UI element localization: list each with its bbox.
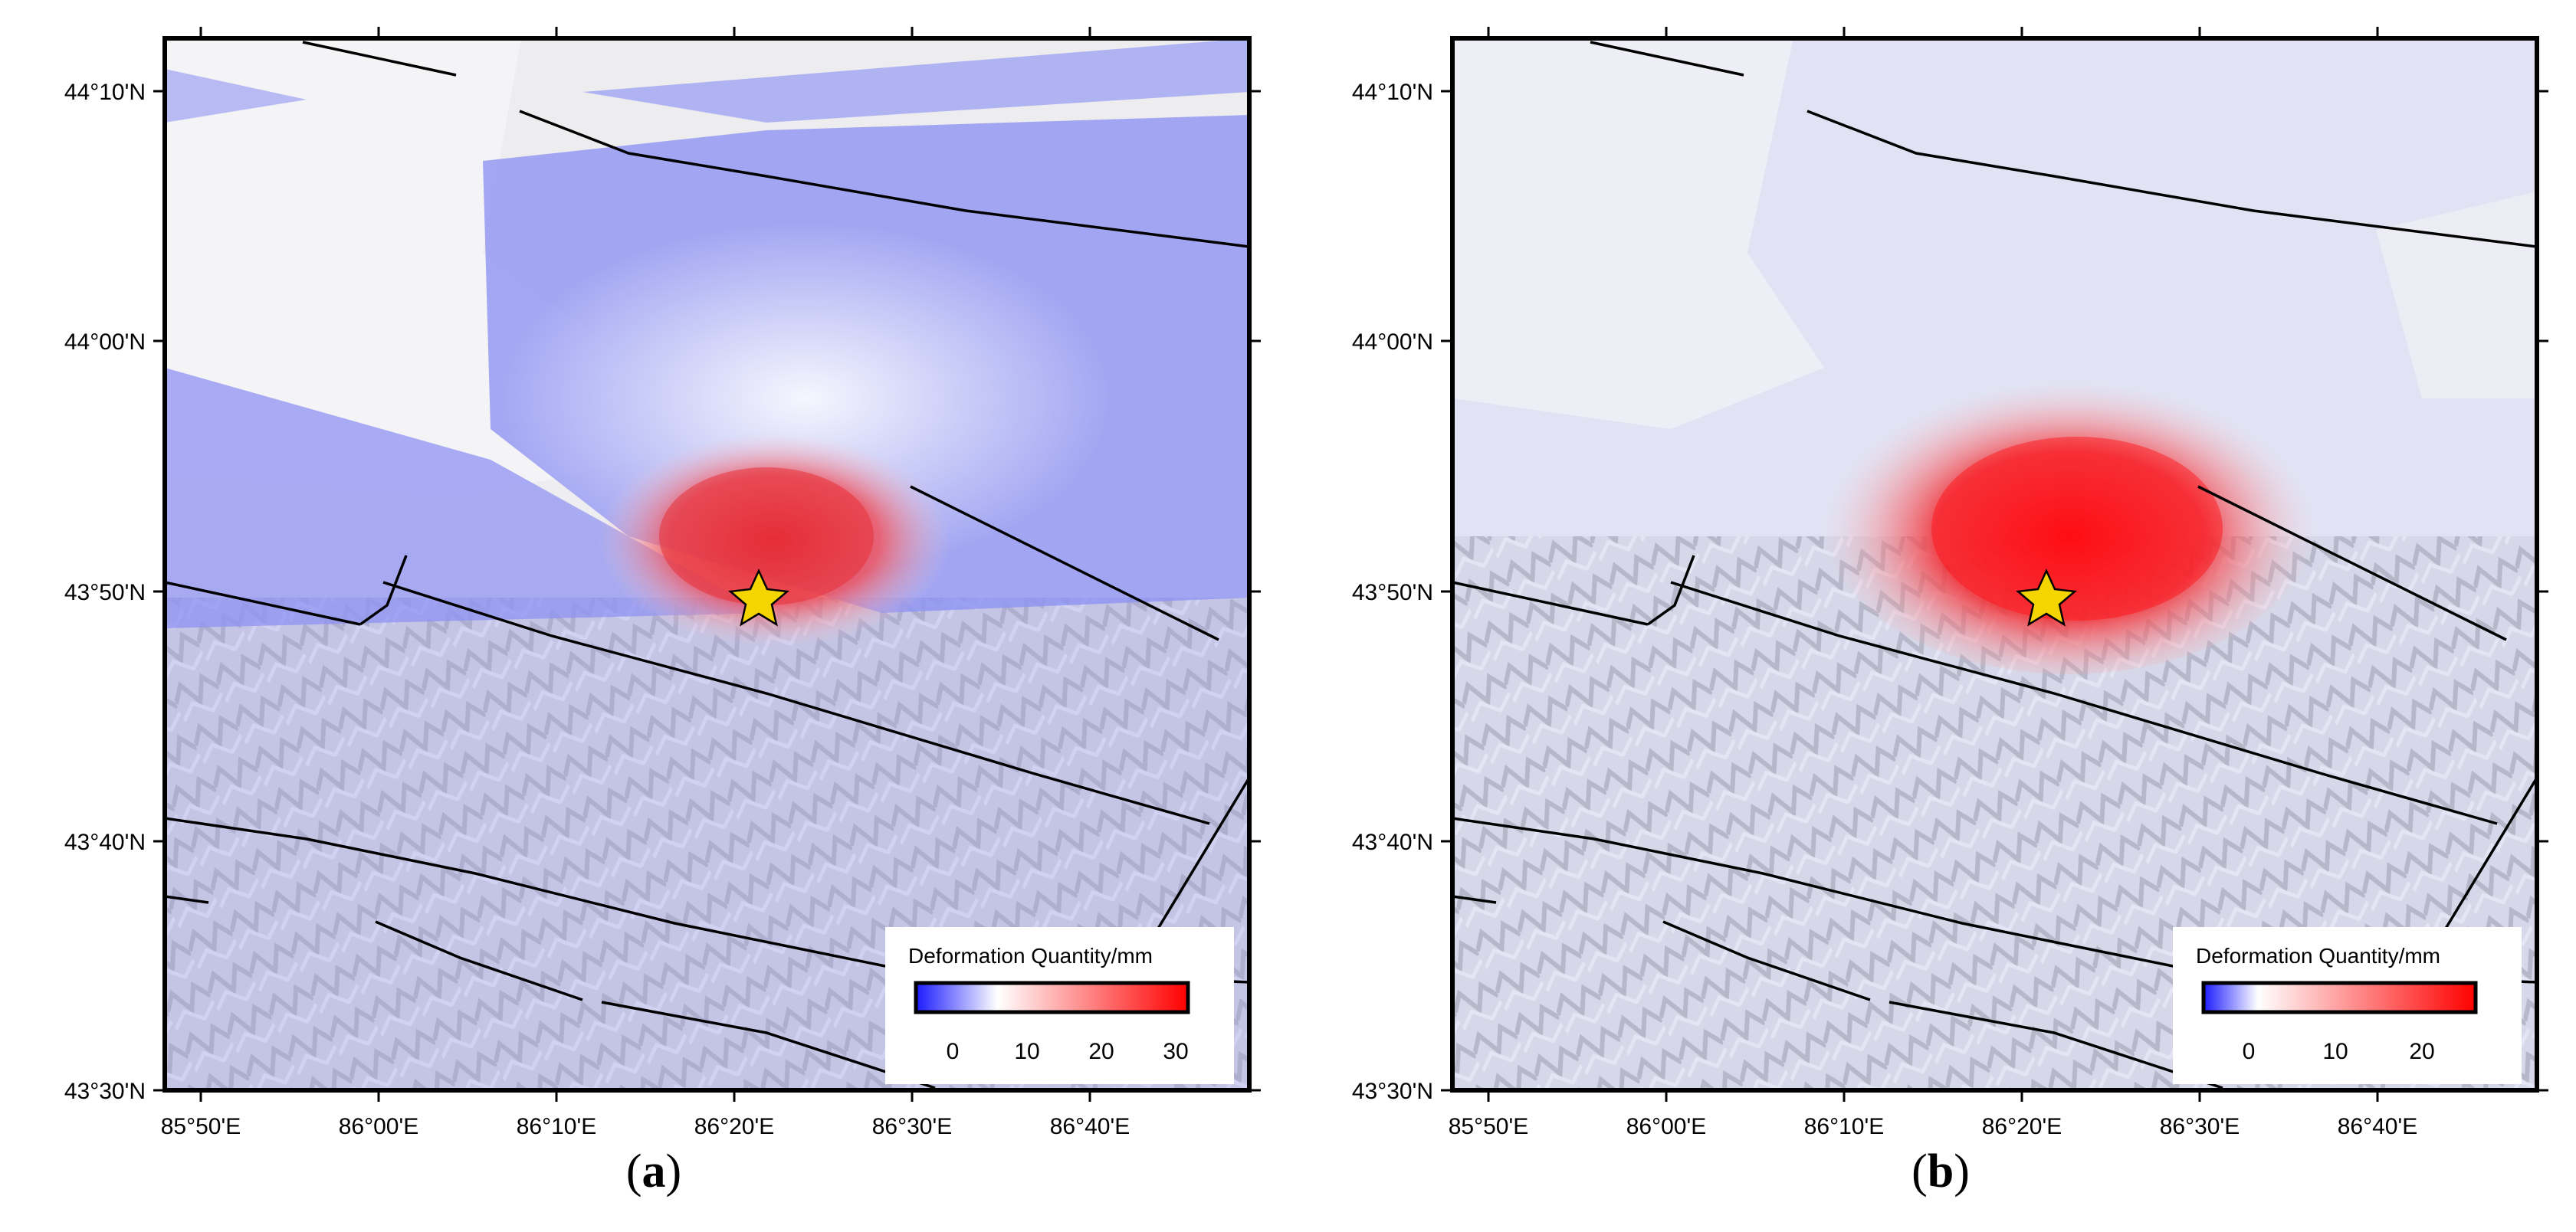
legend-a: Deformation Quantity/mm 0 10 20 30 (885, 927, 1234, 1084)
map-area-b (1452, 38, 2537, 1090)
colorbar-tick: 0 (2243, 1039, 2256, 1064)
legend-b: Deformation Quantity/mm 0 10 20 (2173, 927, 2522, 1084)
lat-label: 43°30'N (1352, 1079, 1433, 1104)
map-area-a (165, 38, 1249, 1090)
lon-label: 85°50'E (161, 1114, 241, 1139)
legend-title: Deformation Quantity/mm (2196, 944, 2440, 968)
lat-label: 44°10'N (64, 80, 146, 105)
lat-labels-b: 44°10'N 44°00'N 43°50'N 43°40'N 43°30'N (1352, 80, 1433, 1104)
colorbar-tick: 10 (2322, 1039, 2348, 1064)
panel-letter: b (1927, 1145, 1954, 1198)
colorbar-a (914, 981, 1190, 1014)
legend-title: Deformation Quantity/mm (908, 944, 1153, 968)
lon-label: 85°50'E (1449, 1114, 1528, 1139)
lat-label: 44°00'N (64, 329, 146, 355)
fault-lines-a (165, 41, 1249, 1089)
colorbar-tick: 0 (947, 1039, 960, 1064)
panel-caption-b: (b) (1911, 1145, 1970, 1198)
axis-ticks-a (153, 27, 1261, 1102)
lon-label: 86°20'E (1982, 1114, 2062, 1139)
lon-label: 86°10'E (517, 1114, 596, 1139)
map-a: 44°10'N 44°00'N 43°50'N 43°40'N 43°30'N … (64, 27, 1261, 1139)
colorbar-b (2201, 981, 2478, 1014)
colorbar-tick: 20 (1088, 1039, 1114, 1064)
map-frame-b (1450, 36, 2539, 1093)
lon-labels-a: 85°50'E 86°00'E 86°10'E 86°20'E 86°30'E … (161, 1114, 1130, 1139)
lon-label: 86°30'E (872, 1114, 952, 1139)
panel-caption-a: (a) (625, 1145, 682, 1198)
axis-ticks-b (1441, 27, 2548, 1102)
map-frame-a (162, 36, 1252, 1093)
star-icon (2015, 568, 2078, 627)
lon-label: 86°40'E (2338, 1114, 2417, 1139)
lat-label: 43°30'N (64, 1079, 146, 1104)
lon-label: 86°30'E (2160, 1114, 2240, 1139)
colorbar-tick: 10 (1014, 1039, 1039, 1064)
lat-label: 44°00'N (1352, 329, 1433, 355)
lon-label: 86°40'E (1050, 1114, 1130, 1139)
lon-labels-b: 85°50'E 86°00'E 86°10'E 86°20'E 86°30'E … (1449, 1114, 2417, 1139)
lat-label: 43°40'N (64, 830, 146, 855)
panel-letter: a (642, 1145, 666, 1198)
lat-label: 43°40'N (1352, 830, 1433, 855)
lat-label: 44°10'N (1352, 80, 1433, 105)
panel-b: 44°10'N 44°00'N 43°50'N 43°40'N 43°30'N … (1288, 0, 2575, 1232)
lon-label: 86°10'E (1804, 1114, 1884, 1139)
lat-labels-a: 44°10'N 44°00'N 43°50'N 43°40'N 43°30'N (64, 80, 146, 1104)
lon-label: 86°20'E (694, 1114, 774, 1139)
map-b: 44°10'N 44°00'N 43°50'N 43°40'N 43°30'N … (1352, 27, 2548, 1139)
lon-label: 86°00'E (1626, 1114, 1706, 1139)
star-icon (727, 568, 790, 627)
lat-label: 43°50'N (1352, 580, 1433, 605)
panel-a: 44°10'N 44°00'N 43°50'N 43°40'N 43°30'N … (64, 27, 1261, 1198)
colorbar-tick: 30 (1163, 1039, 1188, 1064)
lon-label: 86°00'E (339, 1114, 418, 1139)
colorbar-tick: 20 (2409, 1039, 2434, 1064)
lat-label: 43°50'N (64, 580, 146, 605)
